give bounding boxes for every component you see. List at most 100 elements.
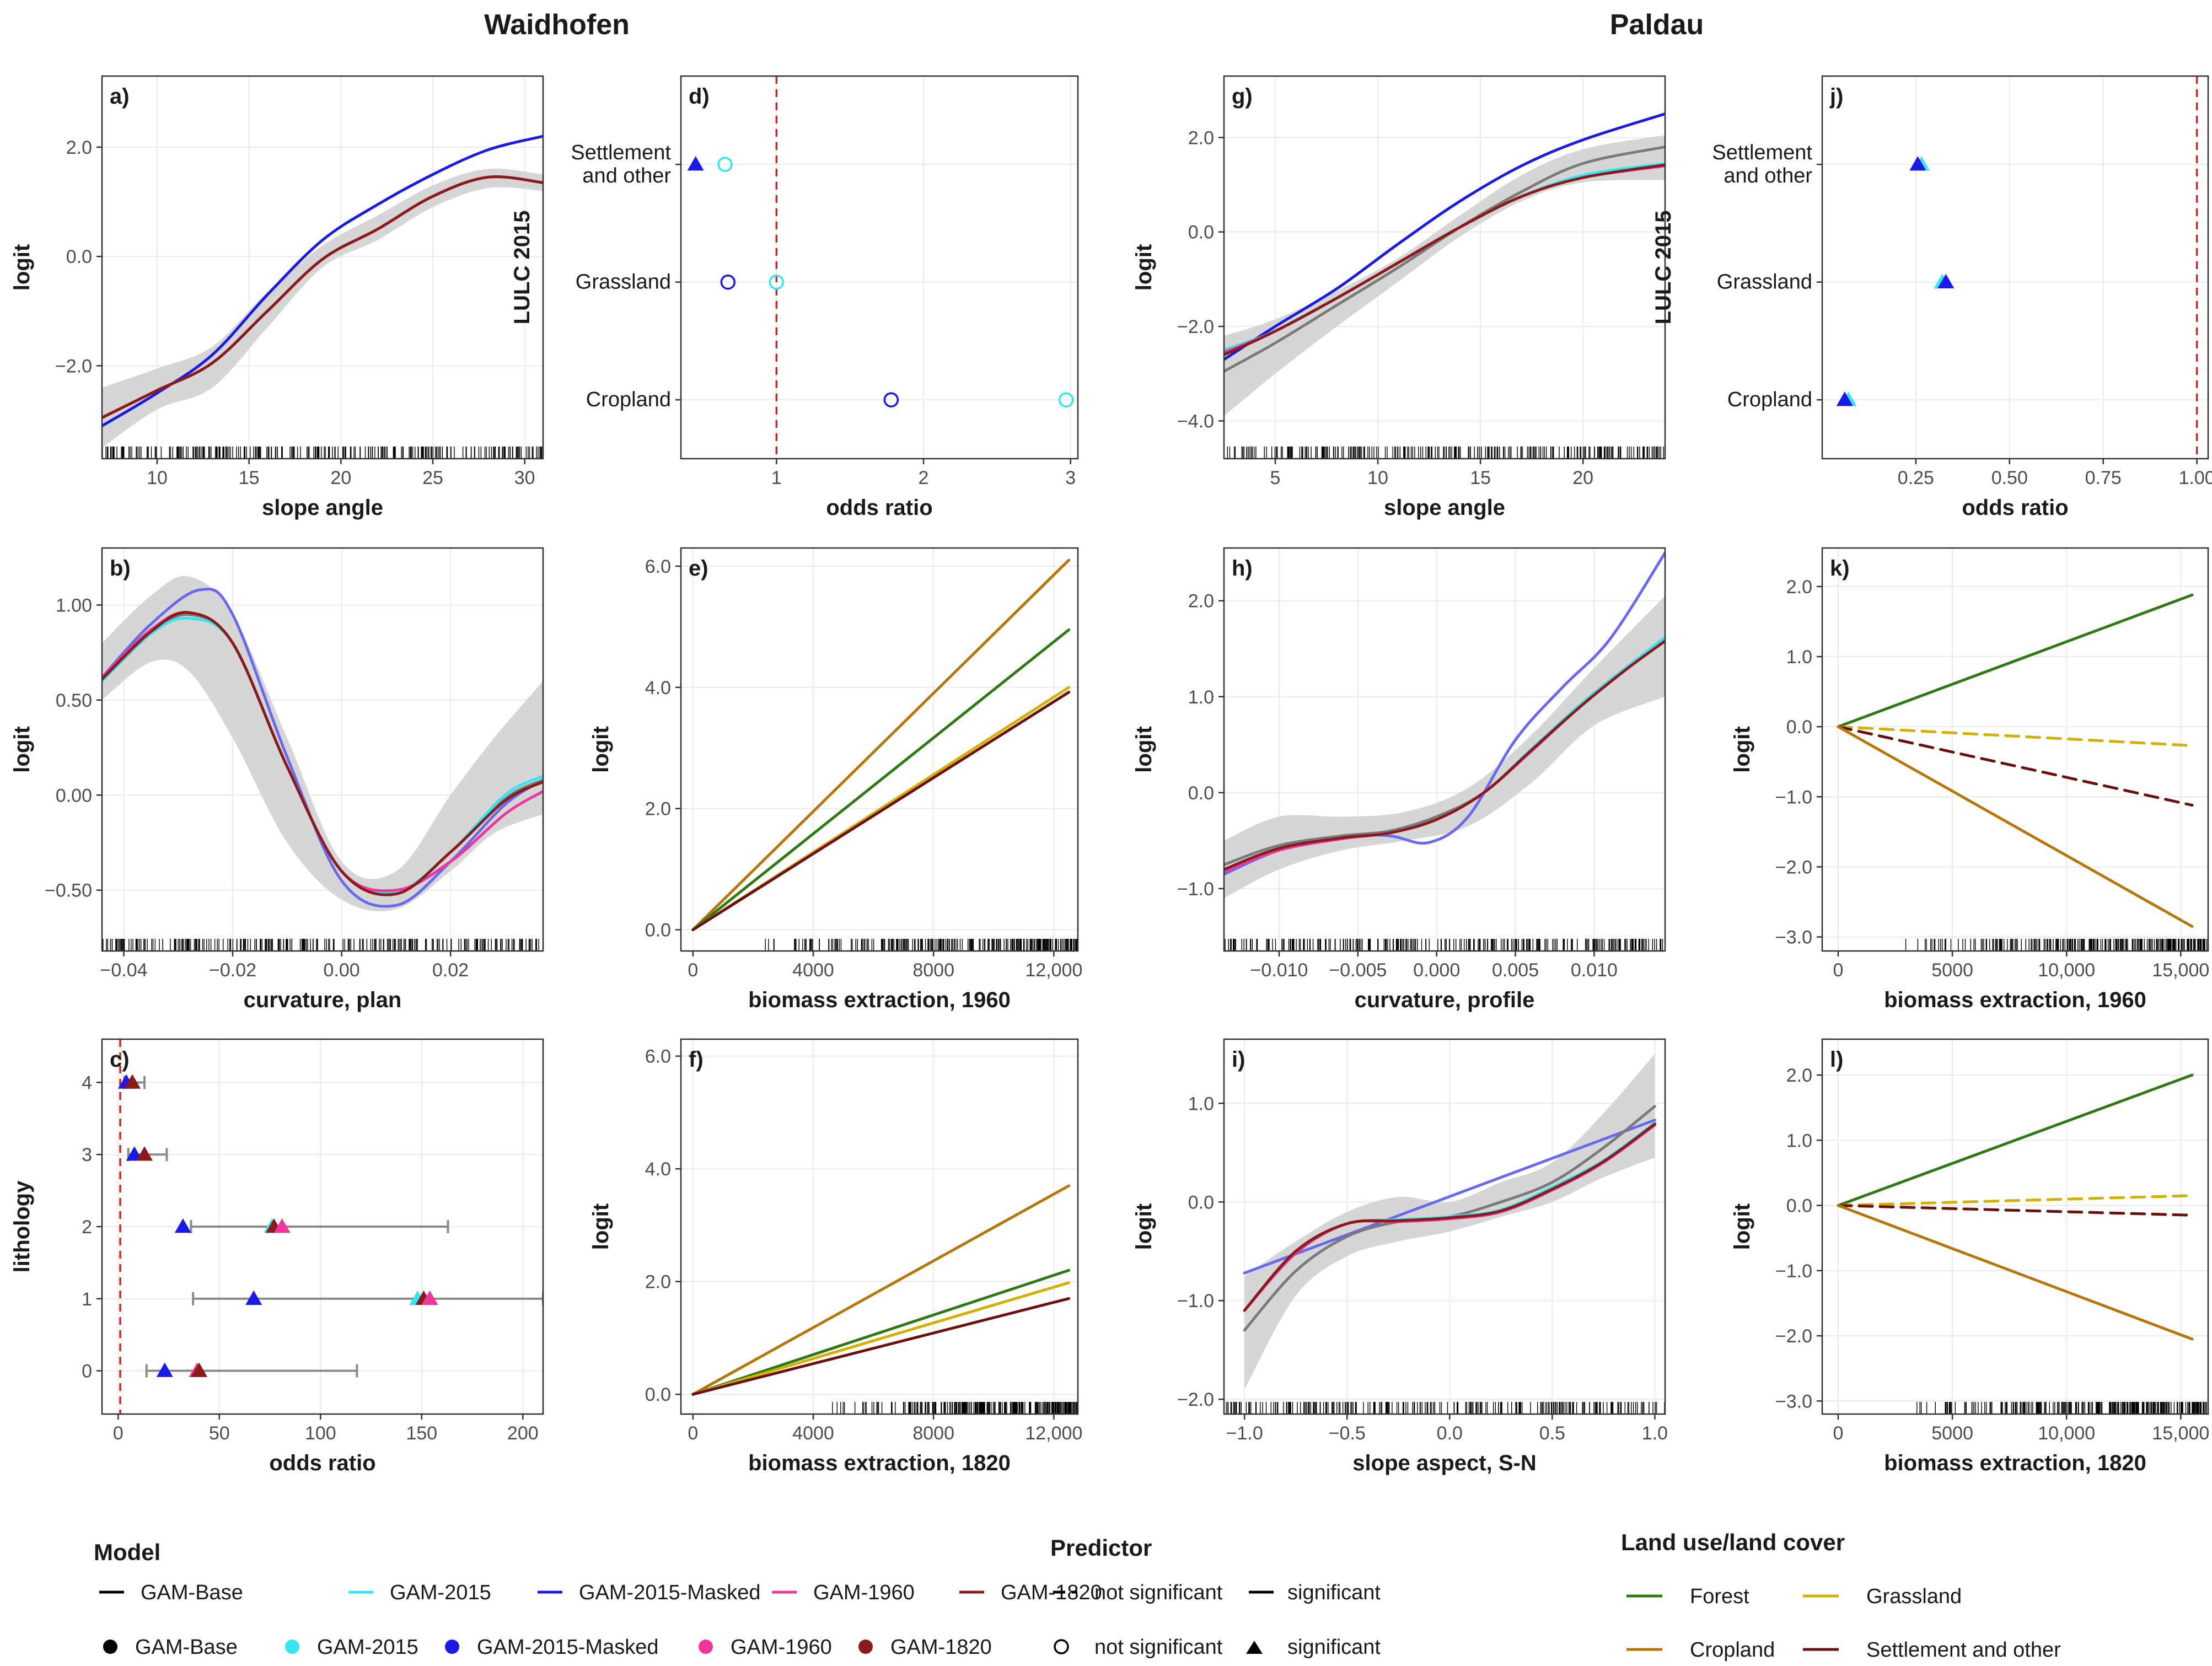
x-tick-label: 15	[239, 467, 260, 488]
y-category-label: Grassland	[1717, 271, 1812, 294]
panel-label: d)	[689, 84, 710, 109]
x-tick-label: −0.005	[1329, 960, 1387, 981]
point-gam-1820	[191, 1362, 208, 1377]
series-settlement-and-other	[691, 691, 1071, 931]
legend-line-label: GAM-1960	[813, 1581, 915, 1604]
x-tick-label: 0.0	[1437, 1423, 1463, 1444]
plot-area	[687, 76, 1074, 459]
x-tick-label: −0.04	[100, 960, 147, 981]
panel-label: f)	[689, 1047, 704, 1072]
confidence-ribbon	[1224, 135, 1665, 416]
y-tick-label: 2.0	[645, 1272, 671, 1293]
plot-area	[118, 1039, 543, 1414]
legend-point-gam-1960	[699, 1640, 713, 1654]
legend-predictor-title: Predictor	[1050, 1535, 1152, 1561]
panel-frame	[101, 547, 544, 952]
legend-significant-line: significant	[1287, 1581, 1381, 1604]
point-gam-1960	[273, 1218, 291, 1233]
point-gam-2015	[1058, 392, 1074, 407]
series-cropland	[691, 558, 1071, 931]
x-tick-label: 10	[1367, 467, 1388, 488]
series-cropland	[691, 1184, 1071, 1396]
legend-point-gam-base	[103, 1640, 117, 1654]
panel-frame	[680, 1038, 1079, 1415]
y-tick-label: 0.0	[1188, 783, 1214, 804]
y-axis-label: logit	[1730, 1203, 1754, 1250]
gridlines	[1822, 1039, 2208, 1414]
panel-frame	[1821, 547, 2209, 952]
rug-ticks	[102, 939, 539, 951]
x-axis-label: biomass extraction, 1960	[1884, 988, 2146, 1012]
legend-significant-point: significant	[1287, 1636, 1381, 1659]
series-gam-2015-masked	[1224, 112, 1665, 361]
point-gam-2015-masked	[174, 1218, 191, 1233]
panel-j: 0.25 0.50 0.75 1.00 Cropland Grassland Settlem…	[1651, 75, 2212, 520]
series-forest	[1837, 1073, 2194, 1207]
legend-lulc-title: Land use/land cover	[1621, 1529, 1845, 1555]
y-tick-label: 0.0	[1786, 1196, 1812, 1217]
plot-area	[691, 1184, 1078, 1414]
panel-label: g)	[1232, 84, 1253, 109]
y-tick-label: −2.0	[1775, 1326, 1812, 1347]
y-axis-label: logit	[10, 726, 34, 772]
legend-point-gam-2015-masked	[445, 1640, 459, 1654]
x-tick-label: 0.00	[323, 960, 359, 981]
legend-model-points: GAM-Base GAM-2015 GAM-2015-Masked GAM-1960 G…	[103, 1636, 992, 1659]
y-axis-label: logit	[1132, 726, 1156, 772]
legend-triangle-icon	[1246, 1641, 1263, 1654]
y-tick-label: 0.0	[66, 246, 92, 267]
panel-frame	[1223, 547, 1666, 952]
point-gam-2015-masked	[883, 392, 899, 407]
panel-frame	[680, 75, 1079, 460]
series-settlement-and-other	[1837, 725, 2194, 807]
y-tick-label: 4	[82, 1072, 92, 1093]
panel-k: 0 5000 10,000 15,000 −3.0 −2.0 −1.0 0.0 1.0 2.0 bi…	[1730, 547, 2209, 1012]
plot-area	[102, 135, 543, 459]
point-gam-2015	[717, 157, 733, 172]
x-tick-label: −0.5	[1329, 1423, 1366, 1444]
point-gam-2015-masked	[1836, 391, 1853, 406]
point-gam-2015	[769, 274, 785, 290]
panel-label: k)	[1830, 556, 1850, 581]
legend-lulc-items: Forest Grassland Cropland Settlement and ot…	[1626, 1585, 2061, 1662]
panel-label: e)	[689, 556, 708, 581]
x-tick-label: 1.0	[1642, 1423, 1668, 1444]
x-tick-label: −0.010	[1250, 960, 1308, 981]
legend-model-lines: GAM-Base GAM-2015 GAM-2015-Masked GAM-1960 G…	[99, 1581, 1102, 1604]
x-tick-label: 1	[771, 467, 782, 488]
plot-area	[1836, 76, 2198, 459]
y-tick-label: 4.0	[645, 678, 671, 698]
legend-point-label: GAM-1820	[890, 1636, 992, 1659]
gridlines	[681, 76, 1078, 459]
x-tick-label: 0	[688, 1423, 698, 1444]
gridlines	[1224, 1039, 1665, 1414]
y-tick-label: −1.0	[1775, 1261, 1812, 1282]
legend-line-label: GAM-2015	[390, 1581, 491, 1604]
plot-area	[691, 558, 1078, 951]
y-tick-label: 1.0	[1188, 687, 1214, 708]
legend-point-label: GAM-2015-Masked	[477, 1636, 658, 1659]
x-axis-label: biomass extraction, 1820	[1884, 1451, 2146, 1475]
series-settlement-and-other	[1837, 1204, 2194, 1217]
rug-ticks	[1227, 447, 1665, 459]
y-tick-label: 6.0	[645, 556, 671, 577]
x-tick-label: 30	[514, 467, 535, 488]
x-tick-label: 0.75	[2085, 467, 2122, 488]
panel-frame	[680, 547, 1079, 952]
x-tick-label: 150	[406, 1423, 437, 1444]
x-tick-label: 0.02	[432, 960, 469, 981]
y-axis-label: logit	[589, 1203, 613, 1250]
y-tick-label: 0.0	[645, 920, 671, 941]
x-tick-label: 5000	[1931, 1423, 1973, 1444]
y-axis-label: lithology	[10, 1180, 34, 1272]
panel-frame	[101, 75, 544, 460]
point-gam-2015-masked	[687, 156, 704, 171]
panel-frame	[1223, 75, 1666, 460]
x-tick-label: 20	[330, 467, 351, 488]
panel-frame	[1821, 75, 2209, 460]
x-tick-label: 10,000	[2038, 960, 2095, 981]
y-tick-label: 0.0	[1188, 1192, 1214, 1213]
x-axis-label: biomass extraction, 1820	[748, 1451, 1011, 1475]
